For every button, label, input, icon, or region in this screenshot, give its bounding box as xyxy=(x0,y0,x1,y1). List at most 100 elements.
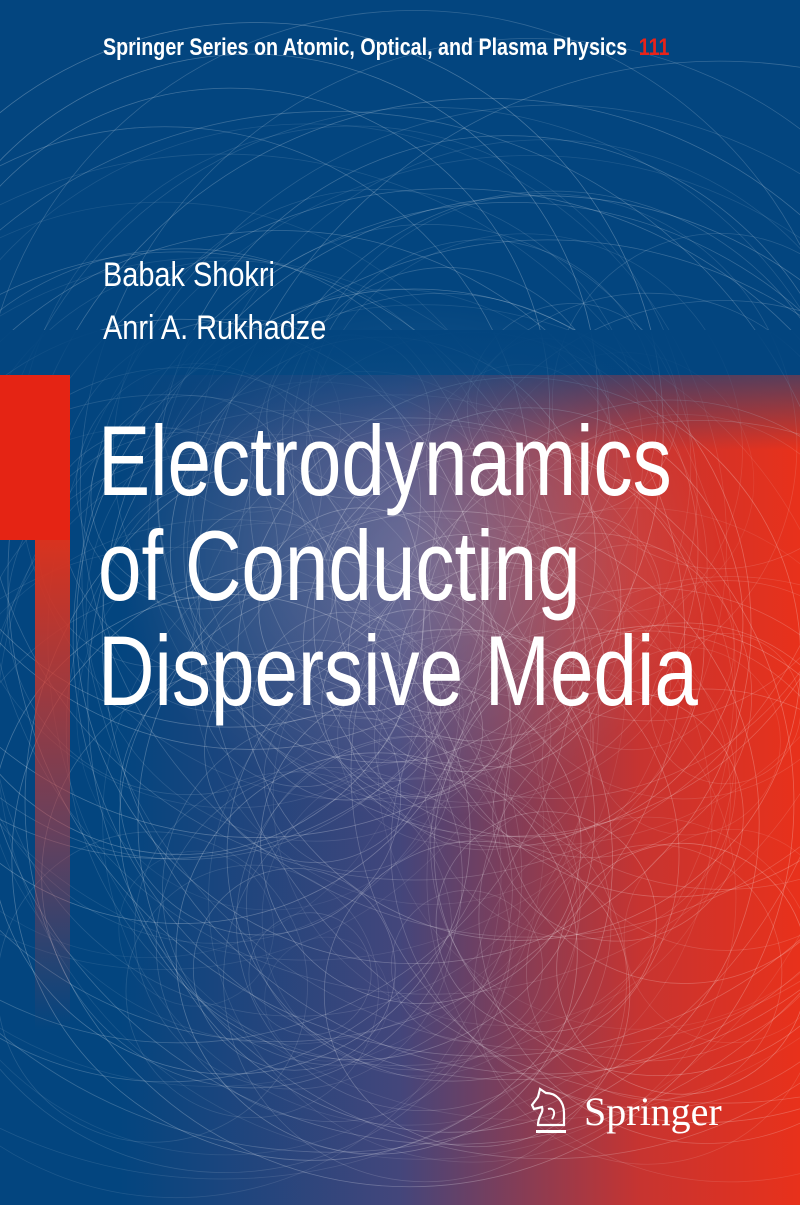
pattern-circle xyxy=(435,811,657,1033)
pattern-circle xyxy=(0,257,627,1087)
pattern-circle xyxy=(348,662,484,797)
pattern-circle xyxy=(72,202,800,1080)
pattern-circle xyxy=(198,60,800,1104)
pattern-circle xyxy=(323,840,631,1148)
pattern-circle xyxy=(492,690,744,942)
pattern-circle xyxy=(199,581,405,788)
pattern-circle xyxy=(204,639,428,863)
title-line-3: Dispersive Media xyxy=(98,615,698,726)
pattern-circle xyxy=(328,509,449,631)
pattern-circle xyxy=(0,123,727,961)
publisher-logo: Springer xyxy=(530,1085,722,1137)
pattern-circle xyxy=(249,190,800,799)
pattern-circle xyxy=(258,507,464,713)
pattern-circle xyxy=(433,625,800,1076)
red-accent-block xyxy=(0,375,70,540)
pattern-circle xyxy=(125,864,379,1119)
pattern-circle xyxy=(526,844,783,1101)
pattern-circle xyxy=(175,752,578,1155)
pattern-circle xyxy=(335,455,622,742)
pattern-circle xyxy=(390,889,543,1042)
pattern-circle xyxy=(0,452,461,944)
pattern-circle xyxy=(478,688,800,1144)
pattern-circle xyxy=(426,532,753,858)
pattern-circle xyxy=(155,767,511,1123)
pattern-circle xyxy=(623,829,800,1044)
series-number: 111 xyxy=(638,34,670,61)
pattern-circle xyxy=(347,533,586,772)
pattern-circle xyxy=(226,628,680,1082)
pattern-circle xyxy=(264,936,390,1062)
pattern-circle xyxy=(248,912,372,1036)
pattern-circle xyxy=(373,630,594,851)
pattern-circle xyxy=(426,576,800,1183)
pattern-circle xyxy=(260,682,582,1004)
pattern-circle xyxy=(592,646,781,836)
pattern-circle xyxy=(236,735,612,1112)
series-line: Springer Series on Atomic, Optical, and … xyxy=(103,34,669,62)
pattern-circle xyxy=(208,634,737,1163)
pattern-circle xyxy=(377,507,800,1030)
pattern-circle xyxy=(0,831,308,1143)
pattern-circle xyxy=(0,201,546,970)
pattern-circle xyxy=(192,867,396,1071)
series-name: Springer Series on Atomic, Optical, and … xyxy=(103,34,628,61)
pattern-circle xyxy=(0,546,502,1198)
pattern-circle xyxy=(223,778,627,1183)
red-accent-strip xyxy=(35,540,70,1030)
pattern-circle xyxy=(183,292,699,808)
pattern-circle xyxy=(119,653,402,936)
pattern-circle xyxy=(0,594,471,1075)
pattern-circle xyxy=(134,771,453,1090)
pattern-circle xyxy=(0,153,736,1180)
pattern-circle xyxy=(102,515,713,1126)
pattern-circle xyxy=(263,684,451,872)
pattern-circle xyxy=(157,224,698,764)
pattern-circle xyxy=(79,38,800,938)
pattern-circle xyxy=(119,584,596,1061)
pattern-circle xyxy=(541,580,800,951)
pattern-circle xyxy=(433,292,800,722)
pattern-circle xyxy=(411,525,621,736)
pattern-circle xyxy=(272,567,732,1026)
pattern-circle xyxy=(650,633,800,785)
pattern-circle xyxy=(7,98,800,1057)
pattern-circle xyxy=(0,248,490,860)
red-gradient-overlay xyxy=(0,375,800,1205)
pattern-circle xyxy=(321,609,511,799)
pattern-circle xyxy=(0,188,800,1145)
pattern-circle xyxy=(0,260,506,809)
springer-knight-icon xyxy=(530,1087,566,1133)
pattern-circle xyxy=(337,629,552,844)
pattern-circle xyxy=(156,135,800,837)
pattern-circle xyxy=(372,584,502,714)
pattern-circle xyxy=(398,561,605,768)
pattern-circle xyxy=(75,288,752,965)
pattern-circle xyxy=(0,251,575,1044)
pattern-circle xyxy=(0,111,800,1153)
pattern-circle xyxy=(0,230,685,1043)
pattern-circle xyxy=(0,107,800,995)
pattern-circle xyxy=(185,506,338,659)
pattern-circle xyxy=(0,304,800,1160)
pattern-circle xyxy=(147,288,639,780)
pattern-circle xyxy=(428,300,800,890)
pattern-circle xyxy=(509,516,661,668)
top-fade xyxy=(0,330,800,450)
pattern-circle xyxy=(87,239,800,1160)
pattern-circle xyxy=(137,510,760,1133)
pattern-circle xyxy=(0,318,484,924)
pattern-circle xyxy=(81,104,800,1051)
pattern-circle xyxy=(0,578,523,1173)
pattern-circle xyxy=(261,760,579,1077)
pattern-circle xyxy=(305,233,743,671)
pattern-circle xyxy=(76,522,464,911)
pattern-circle xyxy=(192,139,800,846)
book-title: Electrodynamics of Conducting Dispersive… xyxy=(98,408,698,723)
pattern-circle xyxy=(0,126,531,859)
pattern-circle xyxy=(11,559,613,1161)
pattern-circle xyxy=(0,10,800,881)
pattern-circle xyxy=(473,816,800,1165)
pattern-circle xyxy=(118,850,275,1007)
